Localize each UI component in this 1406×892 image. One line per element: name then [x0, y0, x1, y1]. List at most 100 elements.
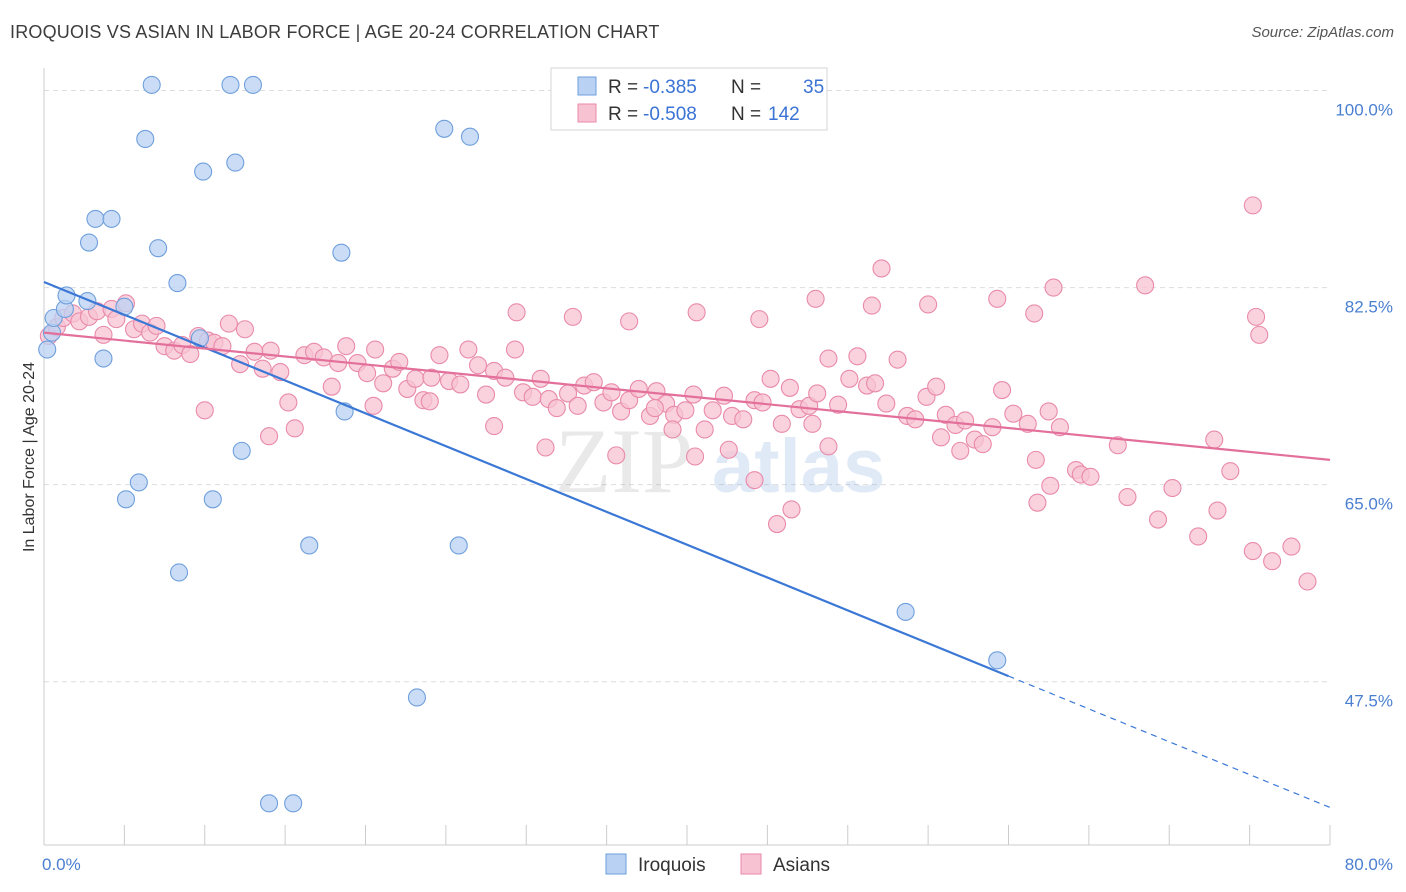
asian-point-43 — [390, 352, 409, 371]
asian-point-81 — [734, 410, 753, 429]
asian-trendline — [43, 331, 1331, 461]
iroquois-point-26 — [332, 243, 351, 262]
iroquois-point-25 — [300, 536, 319, 555]
asian-point-7 — [94, 325, 113, 344]
y-tick-label-2: 82.5% — [1345, 298, 1393, 317]
iroquois-point-11 — [136, 129, 155, 148]
asian-point-113 — [1050, 418, 1069, 437]
asian-point-45 — [406, 369, 425, 388]
asian-point-128 — [1298, 572, 1317, 591]
iroquois-point-17 — [221, 75, 240, 94]
y-axis-label: In Labor Force | Age 20-24 — [21, 362, 38, 552]
iroquois-point-28 — [435, 119, 454, 138]
asian-point-162 — [719, 440, 738, 459]
chart-source: Source: ZipAtlas.com — [1251, 24, 1394, 41]
asian-point-91 — [829, 395, 848, 414]
asian-point-111 — [1026, 450, 1045, 469]
legend-bottom-asians-label: Asians — [773, 855, 830, 876]
asian-point-25 — [235, 320, 254, 339]
asian-point-84 — [761, 369, 780, 388]
asian-point-23 — [219, 314, 238, 333]
asian-point-58 — [523, 387, 542, 406]
asian-point-138 — [1025, 304, 1044, 323]
asian-point-48 — [430, 346, 449, 365]
asian-point-125 — [1243, 542, 1262, 561]
asian-point-147 — [685, 447, 705, 466]
asian-point-151 — [819, 437, 838, 456]
trendlines — [43, 280, 1331, 809]
iroquois-point-24 — [169, 563, 189, 582]
asian-point-127 — [1282, 537, 1301, 556]
x-tick-labels: 0.0% 80.0% — [42, 855, 1393, 874]
watermark-atlas: atlas — [712, 424, 885, 509]
iroquois-point-34 — [896, 602, 915, 621]
asian-point-137 — [988, 289, 1007, 308]
y-tick-label-3: 100.0% — [1335, 101, 1393, 120]
iroquois-point-29 — [460, 127, 480, 146]
asian-point-109 — [1004, 404, 1023, 423]
asian-point-101 — [927, 377, 946, 396]
legend-asians-r-value: -0.508 — [643, 104, 697, 125]
asian-point-53 — [477, 385, 496, 404]
asian-point-89 — [808, 384, 827, 403]
asian-point-135 — [862, 296, 881, 315]
asian-point-153 — [1028, 493, 1047, 512]
asian-point-163 — [803, 414, 822, 433]
asian-point-56 — [505, 340, 525, 359]
legend-bottom: Iroquois Asians — [605, 853, 830, 876]
asian-point-76 — [684, 385, 703, 404]
asian-point-96 — [877, 394, 896, 413]
asian-point-120 — [1163, 478, 1182, 498]
asian-point-131 — [620, 312, 639, 331]
asian-point-161 — [663, 420, 682, 439]
iroquois-point-22 — [116, 490, 136, 509]
asian-point-86 — [780, 378, 799, 397]
asian-point-79 — [714, 386, 734, 405]
asian-point-140 — [1136, 276, 1155, 295]
asian-point-75 — [676, 401, 695, 420]
asian-point-112 — [1039, 402, 1058, 421]
asian-point-35 — [322, 377, 341, 396]
asian-point-121 — [1189, 527, 1208, 546]
asian-point-92 — [840, 369, 859, 388]
asian-point-104 — [956, 411, 975, 430]
iroquois-point-21 — [129, 473, 148, 492]
legend-iroquois-r-value: -0.385 — [643, 77, 697, 98]
iroquois-point-18 — [226, 153, 245, 172]
legend-asians-r-label: R = — [608, 104, 643, 125]
asian-point-39 — [358, 364, 377, 383]
asian-point-67 — [602, 383, 621, 402]
asian-point-139 — [1044, 278, 1063, 297]
legend-asians-swatch — [577, 103, 597, 123]
asian-point-97 — [888, 350, 907, 369]
asian-point-95 — [866, 374, 885, 393]
iroquois-points — [38, 75, 1007, 813]
asian-point-61 — [547, 399, 566, 418]
watermark: ZIP atlas — [555, 410, 885, 512]
asian-point-154 — [1041, 476, 1060, 495]
legend-top: R = -0.385 N = 35 R = -0.508 N = 142 — [550, 67, 828, 131]
iroquois-point-12 — [142, 75, 161, 94]
asian-point-159 — [485, 417, 504, 436]
asian-point-51 — [459, 340, 478, 359]
asian-point-31 — [285, 419, 304, 438]
legend-iroquois-swatch — [577, 76, 597, 96]
x-tick-label-1: 80.0% — [1345, 855, 1393, 874]
iroquois-point-20 — [232, 441, 251, 460]
asian-point-90 — [819, 349, 838, 368]
asian-point-132 — [687, 303, 706, 322]
asian-point-146 — [607, 446, 626, 465]
asian-point-37 — [337, 337, 356, 356]
asian-point-93 — [848, 347, 867, 366]
legend-bottom-iroquois-swatch — [605, 853, 627, 875]
iroquois-point-6 — [94, 349, 113, 368]
x-tick-label-0: 0.0% — [42, 855, 81, 874]
asian-point-148 — [745, 471, 764, 490]
legend-bottom-asians-swatch — [740, 853, 762, 875]
asian-point-50 — [451, 375, 470, 394]
iroquois-point-30 — [449, 536, 468, 555]
asian-point-119 — [1148, 510, 1168, 529]
iroquois-point-35 — [988, 651, 1007, 670]
chart-title: IROQUOIS VS ASIAN IN LABOR FORCE | AGE 2… — [10, 22, 660, 42]
